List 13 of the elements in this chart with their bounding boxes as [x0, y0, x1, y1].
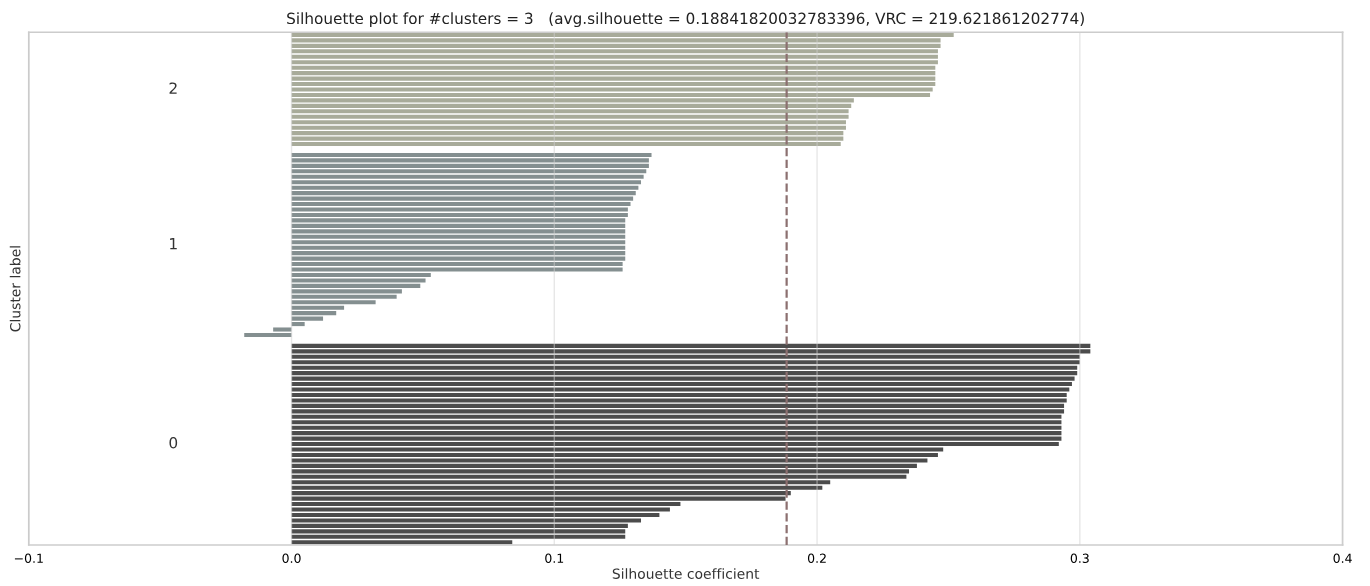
chart-title: Silhouette plot for #clusters = 3 (avg.silhouette = 0.18841820032783396, VRC = 219.621861202774) — [287, 12, 1084, 28]
x-tick-label: 0.1 — [545, 553, 564, 563]
x-axis-title: Silhouette coefficient — [612, 568, 760, 579]
x-tick-label: 0.4 — [1333, 553, 1352, 563]
x-tick-label: −0.1 — [14, 553, 43, 563]
annotation: 2 — [169, 82, 177, 94]
bar — [291, 152, 652, 158]
annotation: 1 — [170, 238, 177, 250]
x-tick-label: 0.0 — [282, 553, 301, 563]
x-tick-label: 0.2 — [807, 553, 826, 563]
x-tick-label: 0.3 — [1070, 553, 1089, 563]
annotation: 0 — [169, 436, 178, 449]
y-axis-title: Cluster label — [9, 246, 21, 332]
